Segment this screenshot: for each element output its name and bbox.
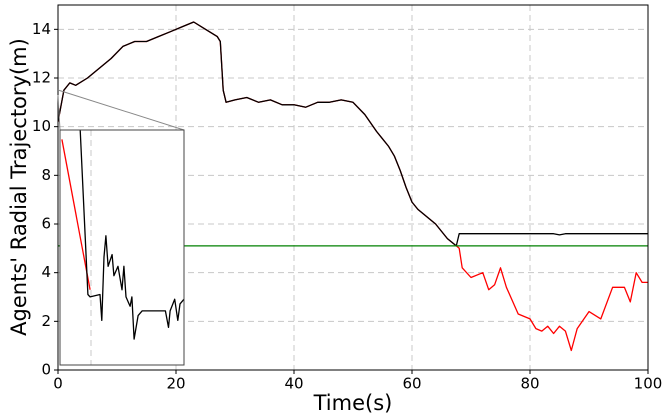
series-line xyxy=(79,130,184,340)
x-tick-label: 100 xyxy=(634,375,663,393)
x-axis-label: Time(s) xyxy=(313,391,393,415)
x-tick-label: 0 xyxy=(53,375,63,393)
x-tick-label: 20 xyxy=(166,375,185,393)
series-line xyxy=(58,21,648,247)
y-axis-label: Agents' Radial Trajectory(m) xyxy=(7,38,31,336)
zoom-connector xyxy=(57,94,61,131)
y-tick-label: 4 xyxy=(41,263,51,281)
x-tick-label: 40 xyxy=(284,375,303,393)
y-tick-label: 10 xyxy=(32,117,51,135)
x-tick-label: 80 xyxy=(520,375,539,393)
plot-frame xyxy=(57,4,649,371)
y-tick-label: 6 xyxy=(41,215,51,233)
series-line xyxy=(61,139,91,290)
plot-frame xyxy=(59,129,185,366)
y-tick-label: 12 xyxy=(32,69,51,87)
zoom-connector xyxy=(57,89,185,131)
y-tick-label: 2 xyxy=(41,312,51,330)
y-tick-label: 0 xyxy=(41,361,51,379)
inset-background xyxy=(60,130,184,365)
x-tick-label: 60 xyxy=(402,375,421,393)
y-tick-label: 14 xyxy=(32,20,51,38)
y-tick-label: 8 xyxy=(41,166,51,184)
